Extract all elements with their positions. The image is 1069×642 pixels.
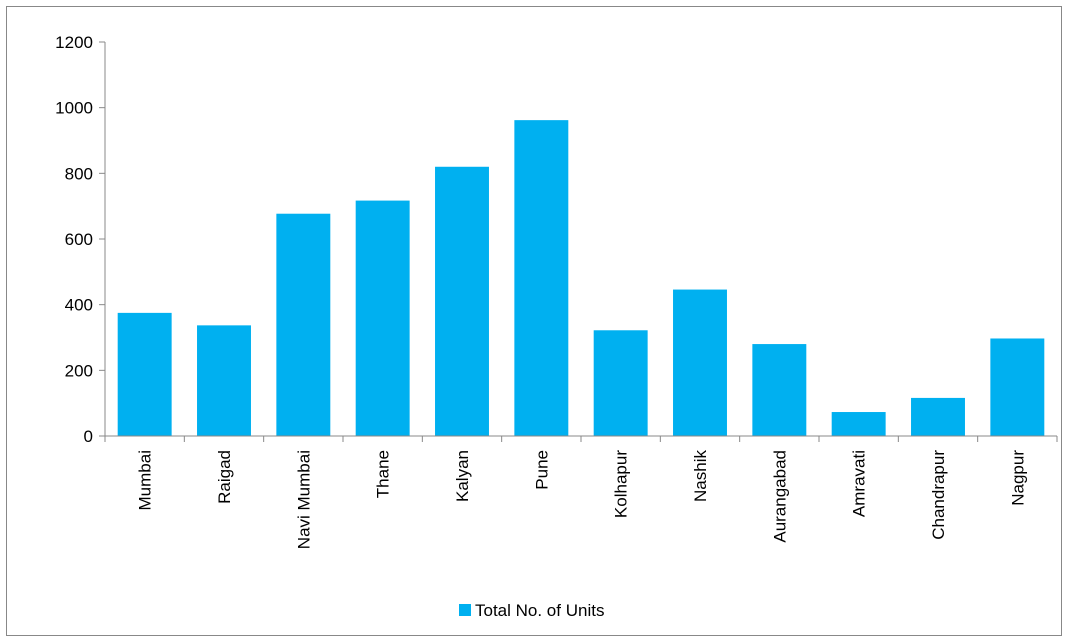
- category-label: Nagpur: [1008, 450, 1027, 506]
- category-label: Amravati: [850, 450, 869, 517]
- category-label: Kalyan: [453, 450, 472, 502]
- category-label: Raigad: [215, 450, 234, 504]
- bar: [673, 289, 727, 436]
- category-label: Navi Mumbai: [294, 450, 313, 549]
- bar: [435, 166, 489, 436]
- y-tick-label: 400: [65, 296, 93, 315]
- bar: [197, 325, 251, 436]
- y-axis: 0 200 400 600 800 1000 1200: [55, 33, 106, 446]
- category-label: Mumbai: [136, 450, 155, 510]
- legend: Total No. of Units: [459, 601, 604, 620]
- bar: [831, 412, 886, 436]
- y-tick-label: 800: [65, 164, 93, 183]
- bar: [911, 397, 965, 436]
- bar-chart: 0 200 400 600 800 1000 1200 Mumbai Raigad Navi M…: [55, 33, 1058, 620]
- category-label: Kolhapur: [612, 450, 631, 518]
- legend-label: Total No. of Units: [475, 601, 604, 620]
- chart-frame: 0 200 400 600 800 1000 1200 Mumbai Raigad Navi M…: [6, 6, 1062, 636]
- y-tick-label: 1000: [55, 99, 93, 118]
- category-label: Chandrapur: [929, 450, 948, 540]
- bar: [752, 344, 807, 436]
- bar: [990, 338, 1045, 436]
- bar: [276, 213, 331, 436]
- category-label: Thane: [374, 450, 393, 498]
- y-tick-label: 0: [84, 427, 93, 446]
- category-label: Pune: [532, 450, 551, 490]
- bar: [593, 330, 648, 436]
- bar: [117, 312, 172, 436]
- category-label: Nashik: [691, 450, 710, 502]
- y-tick-label: 200: [65, 361, 93, 380]
- bar: [514, 120, 569, 436]
- bars: [117, 120, 1045, 436]
- legend-swatch: [459, 604, 471, 616]
- y-tick-label: 1200: [55, 33, 93, 52]
- category-label: Aurangabad: [770, 450, 789, 543]
- y-tick-label: 600: [65, 230, 93, 249]
- bar: [355, 200, 410, 436]
- x-axis: Mumbai Raigad Navi Mumbai Thane Kalyan Pune Ko…: [104, 435, 1058, 549]
